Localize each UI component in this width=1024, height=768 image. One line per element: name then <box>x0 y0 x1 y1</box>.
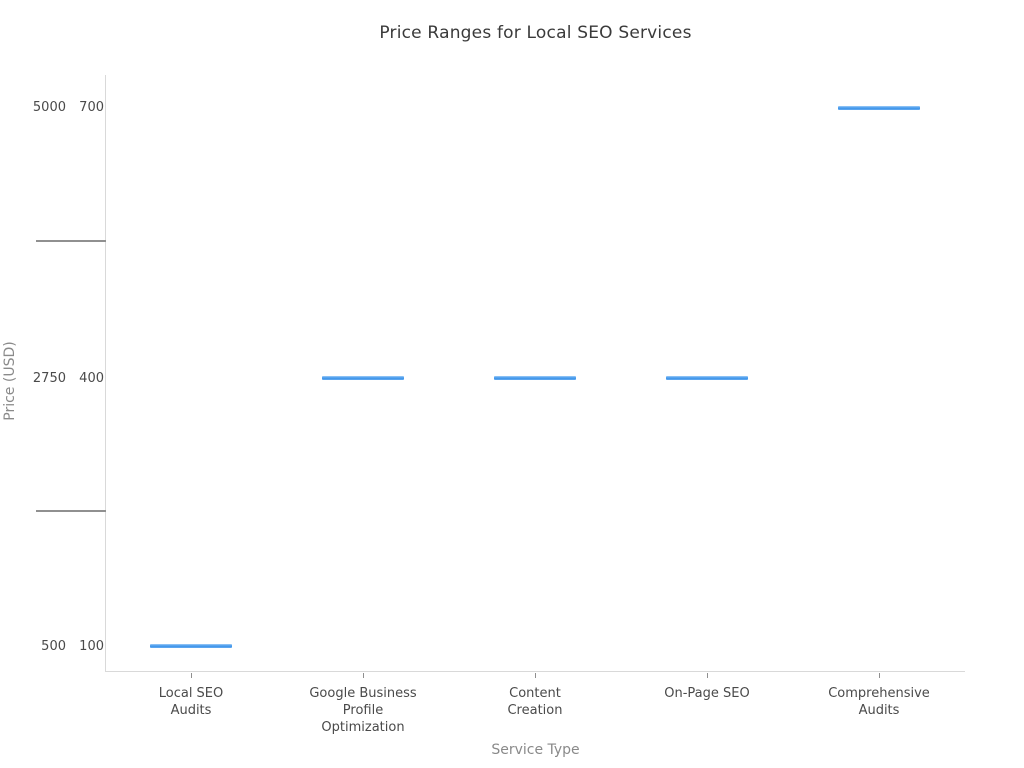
y-unlabeled-tick-line <box>36 510 106 512</box>
y-tick-row-bottom: 500 100 <box>20 638 104 654</box>
chart-title: Price Ranges for Local SEO Services <box>379 23 692 43</box>
price-segment-on-page-seo <box>666 376 748 380</box>
price-segment-content-creation <box>494 376 576 380</box>
y-tick-row-middle: 2750 400 <box>20 370 104 386</box>
plot-area <box>105 75 965 672</box>
y-tick-secondary: 700 <box>79 99 104 115</box>
y-tick-row-top: 5000 700 <box>20 99 104 115</box>
x-tick-label-local-seo-audits: Local SEO Audits <box>158 686 224 718</box>
x-tick-mark <box>535 673 536 678</box>
x-tick-label-content-creation: Content Creation <box>507 686 563 718</box>
price-segment-comprehensive-audits <box>838 106 920 110</box>
x-tick-label-on-page-seo: On-Page SEO <box>664 686 750 701</box>
y-tick-primary: 5000 <box>32 99 66 115</box>
x-axis-title: Service Type <box>491 742 580 758</box>
x-tick-label-comprehensive-audits: Comprehensive Audits <box>828 686 930 718</box>
x-tick-mark <box>879 673 880 678</box>
price-segment-google-business-profile <box>322 376 404 380</box>
x-tick-mark <box>363 673 364 678</box>
y-tick-primary: 500 <box>41 638 66 654</box>
y-unlabeled-tick-line <box>36 240 106 242</box>
y-tick-secondary: 100 <box>79 638 104 654</box>
y-axis-title: Price (USD) <box>2 341 18 421</box>
x-tick-mark <box>191 673 192 678</box>
x-tick-label-google-business-profile: Google Business Profile Optimization <box>309 686 417 735</box>
y-tick-primary: 2750 <box>32 370 66 386</box>
x-tick-mark <box>707 673 708 678</box>
y-tick-secondary: 400 <box>79 370 104 386</box>
price-segment-local-seo-audits <box>150 644 232 648</box>
